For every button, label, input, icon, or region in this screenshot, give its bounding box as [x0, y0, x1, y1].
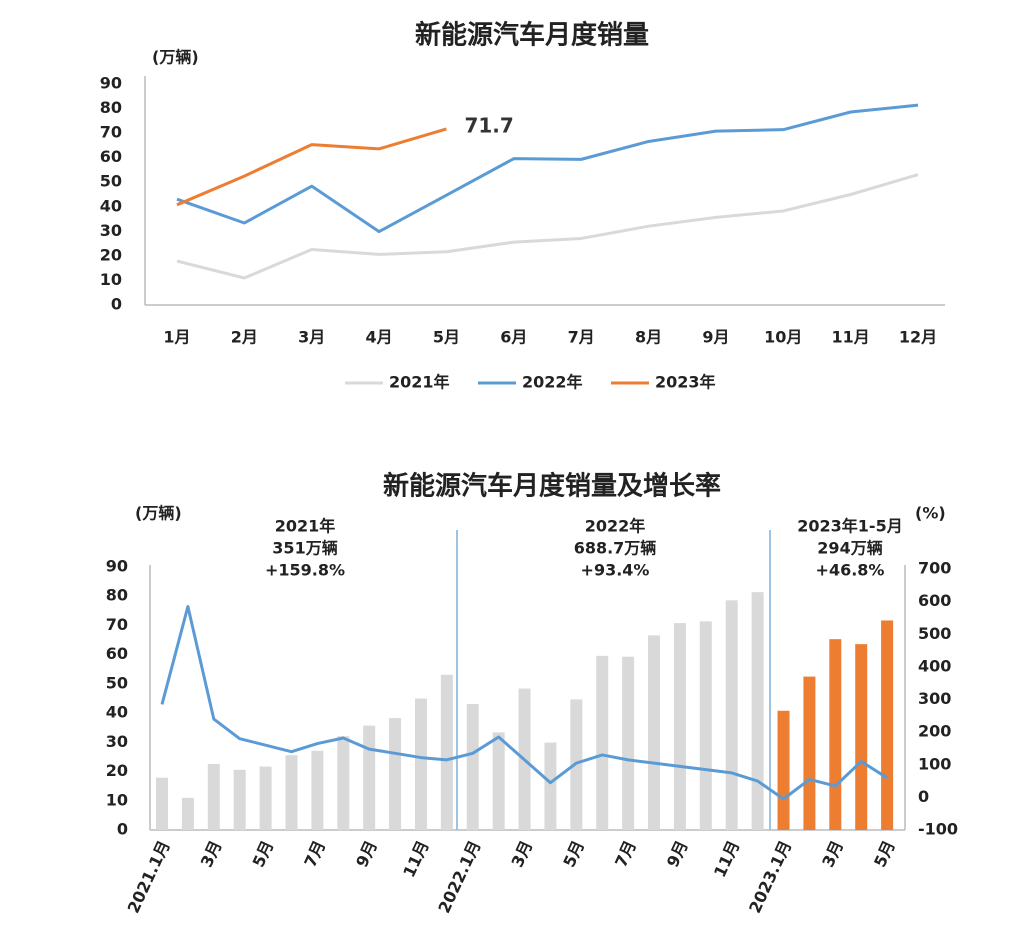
- y2-tick-label: -100: [918, 820, 958, 839]
- x-tick-label: 12月: [899, 328, 937, 347]
- bar: [207, 763, 220, 830]
- bar: [648, 635, 661, 830]
- bar: [829, 639, 842, 830]
- bar: [337, 736, 350, 830]
- y2-tick-label: 400: [918, 656, 951, 675]
- bar: [285, 755, 298, 830]
- x-tick-label: 3月: [298, 328, 325, 347]
- legend-label: 2023年: [655, 373, 716, 392]
- bar: [803, 676, 816, 830]
- y-tick-label: 0: [111, 295, 122, 314]
- y-tick-label: 60: [100, 147, 122, 166]
- annotation: +46.8%: [816, 561, 885, 580]
- x-tick-label: 5月: [433, 328, 460, 347]
- y-tick-label: 20: [100, 245, 122, 264]
- y-tick-label: 20: [106, 761, 128, 780]
- legend-label: 2022年: [522, 373, 583, 392]
- y2-tick-label: 500: [918, 624, 951, 643]
- y-tick-label: 80: [100, 98, 122, 117]
- bar: [699, 621, 712, 830]
- data-line: [176, 127, 447, 207]
- bar: [414, 698, 427, 830]
- y2-axis-label: (%): [915, 504, 946, 523]
- annotation: +93.4%: [581, 561, 650, 580]
- bar: [233, 769, 246, 830]
- bar: [259, 766, 272, 830]
- bar: [855, 644, 868, 830]
- bar: [389, 718, 402, 830]
- annotation: 2023年1-5月: [797, 517, 902, 536]
- annotation: +159.8%: [265, 561, 345, 580]
- y-tick-label: 10: [106, 790, 128, 809]
- y-tick-label: 70: [106, 615, 128, 634]
- bar: [777, 710, 790, 830]
- legend-label: 2021年: [389, 373, 450, 392]
- x-tick-label: 8月: [635, 328, 662, 347]
- bar: [363, 725, 376, 830]
- annotation: 294万辆: [817, 539, 882, 558]
- chart-title: 新能源汽车月度销量及增长率: [383, 471, 721, 502]
- y2-tick-label: 600: [918, 591, 951, 610]
- y-tick-label: 0: [117, 820, 128, 839]
- x-tick-label: 7月: [568, 328, 595, 347]
- bar: [544, 742, 557, 830]
- y-tick-label: 50: [106, 673, 128, 692]
- x-tick-label: 10月: [764, 328, 802, 347]
- annotation: 2022年: [585, 517, 646, 536]
- y-tick-label: 40: [106, 703, 128, 722]
- data-line: [176, 173, 919, 280]
- x-tick-label: 9月: [702, 328, 729, 347]
- data-line: [160, 605, 888, 801]
- x-tick-label: 11月: [831, 328, 869, 347]
- annotation: 2021年: [275, 517, 336, 536]
- y-tick-label: 30: [106, 732, 128, 751]
- bar: [673, 623, 686, 830]
- annotation: 688.7万辆: [574, 539, 657, 558]
- x-tick-label: 6月: [500, 328, 527, 347]
- y2-tick-label: 100: [918, 754, 951, 773]
- bar: [181, 797, 194, 830]
- y-tick-label: 10: [100, 270, 122, 289]
- x-tick-label: 2月: [231, 328, 258, 347]
- y-tick-label: 50: [100, 172, 122, 191]
- chart-title: 新能源汽车月度销量: [415, 20, 649, 51]
- y-tick-label: 30: [100, 221, 122, 240]
- annotation: 71.7: [464, 113, 513, 137]
- bar: [596, 655, 609, 830]
- y-tick-label: 70: [100, 123, 122, 142]
- y-axis-label: (万辆): [135, 504, 182, 523]
- y-tick-label: 90: [100, 74, 122, 93]
- y2-tick-label: 200: [918, 722, 951, 741]
- bar: [881, 620, 894, 830]
- bar: [725, 600, 738, 830]
- y2-tick-label: 0: [918, 787, 929, 806]
- x-tick-label: 1月: [163, 328, 190, 347]
- y-tick-label: 40: [100, 196, 122, 215]
- y-tick-label: 60: [106, 644, 128, 663]
- bar: [466, 704, 479, 830]
- bar: [156, 777, 168, 830]
- y2-tick-label: 700: [918, 559, 951, 578]
- x-tick-label: 4月: [366, 328, 393, 347]
- y2-tick-label: 300: [918, 689, 951, 708]
- bar: [751, 592, 764, 830]
- y-tick-label: 90: [106, 557, 128, 576]
- annotation: 351万辆: [272, 539, 337, 558]
- bar: [622, 656, 635, 830]
- y-tick-label: 80: [106, 586, 128, 605]
- bar: [492, 732, 505, 830]
- y-axis-label: (万辆): [152, 48, 199, 67]
- bar: [311, 750, 324, 830]
- bar: [440, 674, 453, 830]
- data-line: [176, 103, 919, 234]
